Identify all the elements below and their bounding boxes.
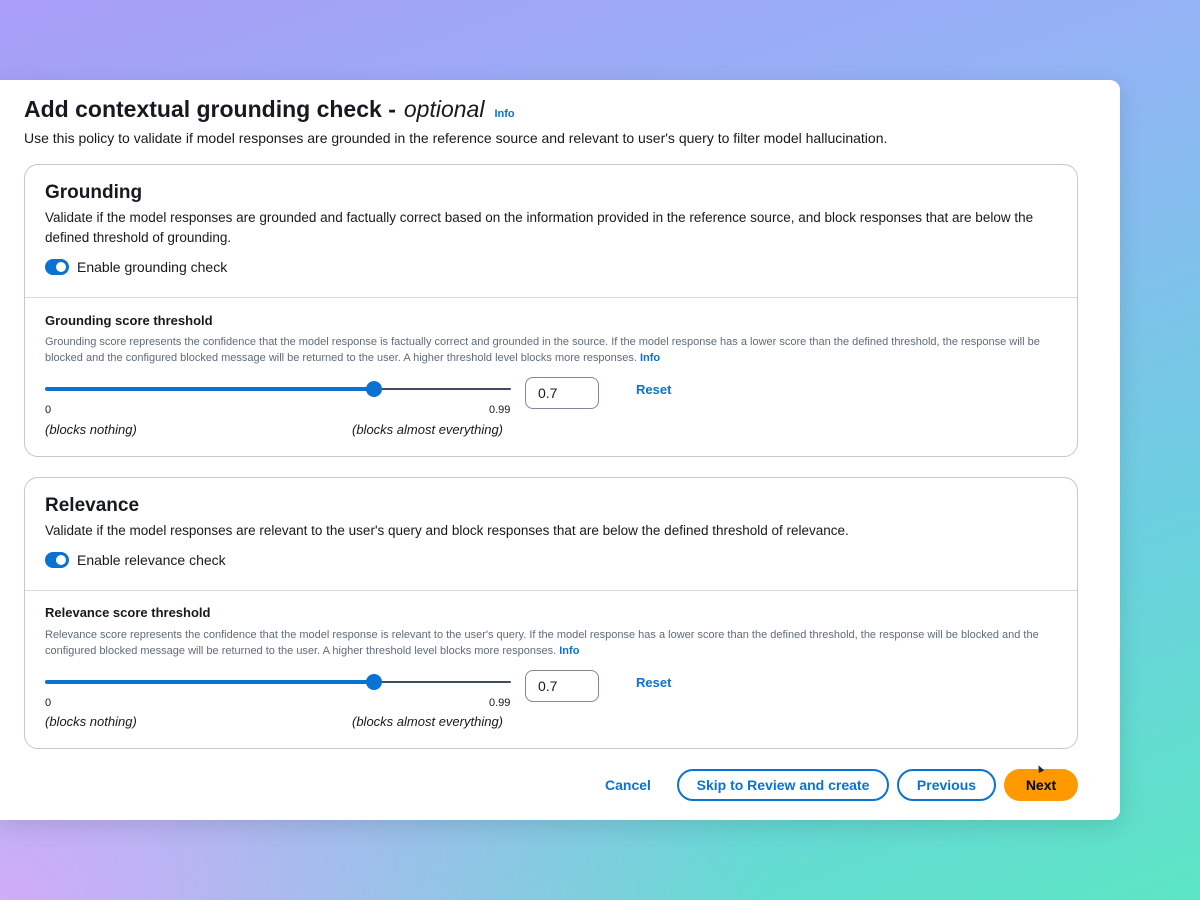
relevance-toggle-label: Enable relevance check bbox=[77, 552, 226, 568]
skip-to-review-button[interactable]: Skip to Review and create bbox=[677, 769, 889, 801]
grounding-slider[interactable] bbox=[45, 381, 511, 397]
grounding-toggle-row[interactable]: Enable grounding check bbox=[45, 259, 227, 275]
page-title-optional: optional bbox=[403, 96, 485, 122]
relevance-slider[interactable] bbox=[45, 674, 511, 690]
page-title: Add contextual grounding check - bbox=[24, 96, 396, 122]
relevance-max-label: 0.99 bbox=[489, 697, 511, 709]
relevance-threshold-input[interactable]: 0.7 bbox=[525, 670, 599, 702]
page-description: Use this policy to validate if model res… bbox=[24, 130, 888, 146]
relevance-toggle[interactable] bbox=[45, 552, 69, 568]
page-header: Add contextual grounding check - optiona… bbox=[24, 96, 515, 123]
grounding-max-label: 0.99 bbox=[489, 404, 511, 416]
grounding-threshold-input[interactable]: 0.7 bbox=[525, 377, 599, 409]
grounding-divider bbox=[25, 297, 1077, 298]
relevance-threshold-text: Relevance score represents the confidenc… bbox=[45, 629, 1039, 657]
grounding-min-desc: (blocks nothing) bbox=[45, 422, 137, 437]
grounding-info-link[interactable]: Info bbox=[639, 352, 661, 364]
grounding-toggle-label: Enable grounding check bbox=[77, 259, 228, 275]
slider-fill bbox=[45, 387, 375, 391]
grounding-title: Grounding bbox=[45, 182, 143, 203]
relevance-title: Relevance bbox=[45, 495, 140, 516]
relevance-threshold-description: Relevance score represents the confidenc… bbox=[45, 627, 1065, 659]
next-button[interactable]: Next bbox=[1004, 769, 1078, 801]
grounding-reset-button[interactable]: Reset bbox=[636, 382, 672, 397]
slider-fill bbox=[45, 680, 375, 684]
slider-thumb[interactable] bbox=[366, 381, 383, 397]
grounding-min-label: 0 bbox=[45, 404, 52, 416]
grounding-max-desc: (blocks almost everything) bbox=[352, 422, 503, 437]
relevance-panel: Relevance Validate if the model response… bbox=[24, 477, 1078, 749]
relevance-divider bbox=[25, 590, 1077, 591]
cancel-button[interactable]: Cancel bbox=[605, 777, 651, 793]
relevance-reset-button[interactable]: Reset bbox=[636, 675, 672, 690]
grounding-threshold-title: Grounding score threshold bbox=[45, 313, 213, 328]
slider-thumb[interactable] bbox=[366, 674, 383, 690]
relevance-toggle-row[interactable]: Enable relevance check bbox=[45, 552, 226, 568]
relevance-threshold-title: Relevance score threshold bbox=[45, 605, 211, 620]
previous-button[interactable]: Previous bbox=[897, 769, 996, 801]
grounding-toggle[interactable] bbox=[45, 259, 69, 275]
relevance-max-desc: (blocks almost everything) bbox=[352, 714, 503, 729]
grounding-threshold-text: Grounding score represents the confidenc… bbox=[45, 336, 1040, 364]
relevance-min-label: 0 bbox=[45, 697, 52, 709]
relevance-info-link[interactable]: Info bbox=[559, 645, 580, 657]
grounding-threshold-description: Grounding score represents the confidenc… bbox=[45, 334, 1065, 366]
relevance-min-desc: (blocks nothing) bbox=[45, 714, 137, 729]
grounding-description: Validate if the model responses are grou… bbox=[45, 210, 1034, 245]
relevance-description: Validate if the model responses are rele… bbox=[45, 523, 849, 538]
grounding-panel: Grounding Validate if the model response… bbox=[24, 164, 1078, 457]
header-info-link[interactable]: Info bbox=[494, 108, 515, 120]
